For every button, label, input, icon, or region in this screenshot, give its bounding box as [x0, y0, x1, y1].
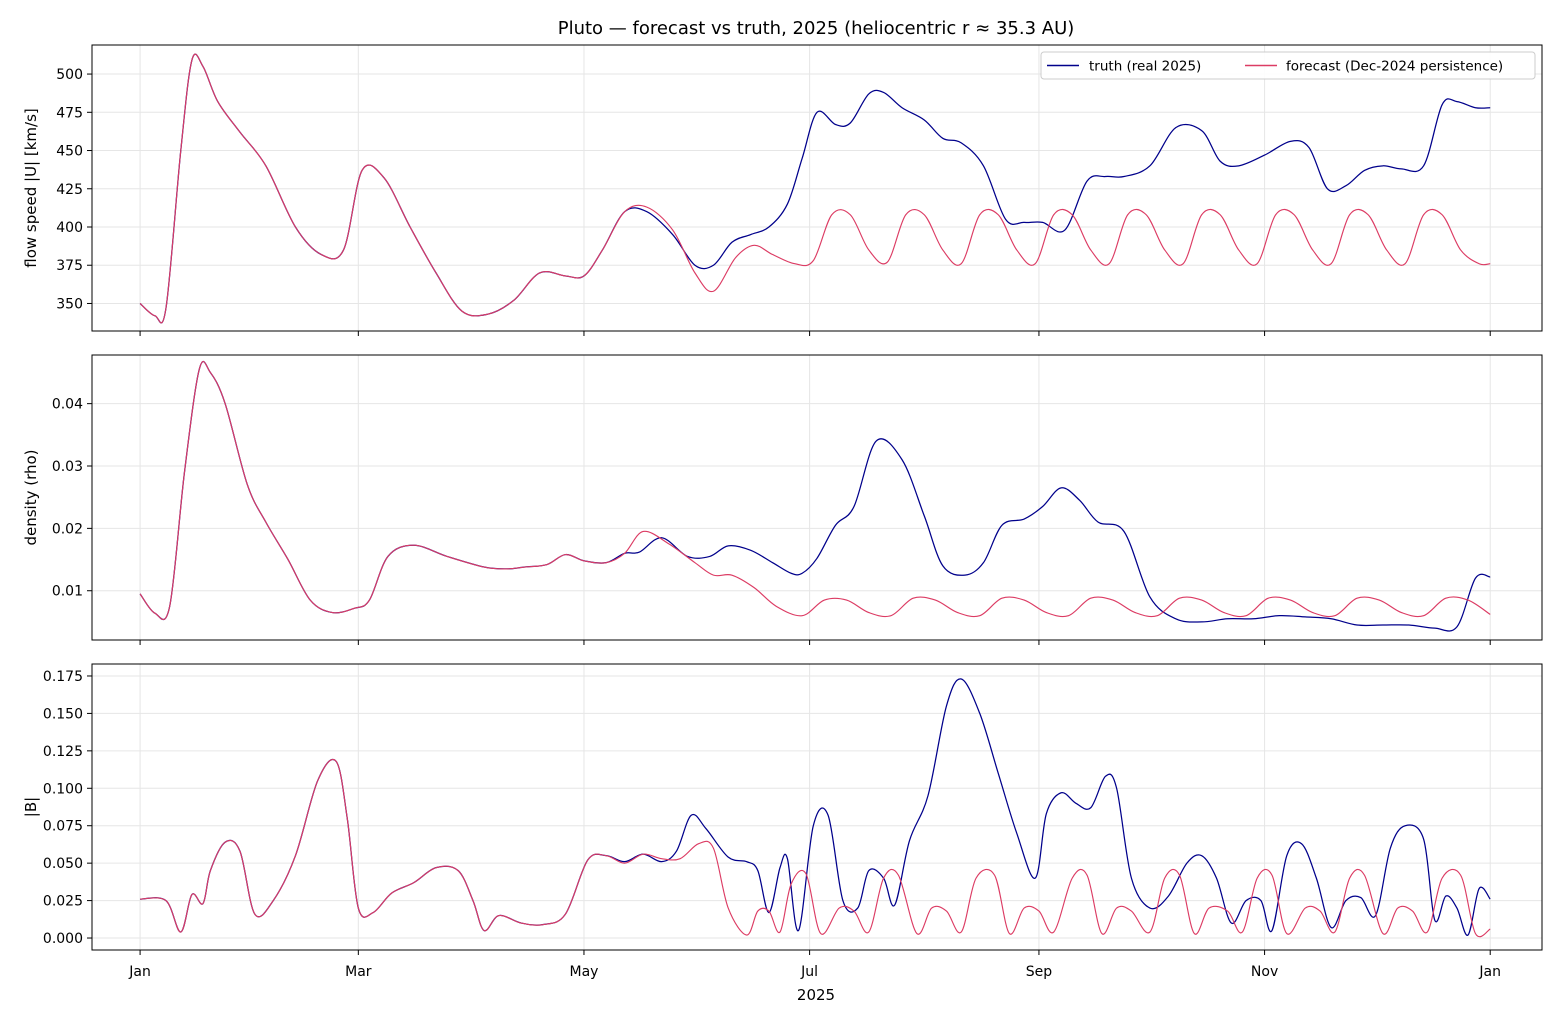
panels: 350 375 400 425 450 475 500 flow speed |U| [km/… — [22, 44, 1543, 980]
y-tick-label: 450 — [56, 144, 83, 160]
y-axis-label: |B| — [22, 797, 40, 817]
panel-frame — [91, 663, 1543, 951]
y-tick-label: 500 — [56, 67, 83, 83]
x-axis-label: 2025 — [797, 986, 835, 1004]
y-tick-label: 0.150 — [43, 706, 83, 722]
y-tick-label: 0.175 — [43, 669, 83, 685]
y-tick-label: 0.075 — [43, 819, 83, 835]
x-tick-label: Nov — [1251, 964, 1278, 980]
y-tick-label: 0.050 — [43, 856, 83, 872]
y-tick-label: 400 — [56, 220, 83, 236]
y-tick-label: 375 — [56, 258, 83, 274]
y-tick-label: 0.100 — [43, 781, 83, 797]
y-tick-label: 425 — [56, 182, 83, 198]
y-tick-label: 0.01 — [52, 584, 83, 600]
y-tick-label: 0.000 — [43, 931, 83, 947]
panel-frame — [91, 44, 1543, 332]
series-line-forecast — [139, 53, 1491, 324]
legend-label: truth (real 2025) — [1089, 59, 1201, 75]
x-tick-label: Jan — [128, 964, 151, 980]
series-line-forecast — [139, 360, 1491, 620]
panel-speed: 350 375 400 425 450 475 500 flow speed |U| [km/… — [22, 44, 1543, 336]
x-tick-label: May — [569, 964, 598, 980]
y-tick-label: 475 — [56, 105, 83, 121]
y-tick-label: 350 — [56, 296, 83, 312]
panel-density: 0.01 0.02 0.03 0.04 density (rho) — [22, 354, 1543, 645]
y-tick-label: 0.02 — [52, 521, 83, 537]
legend-box — [1040, 51, 1536, 80]
legend: truth (real 2025) forecast (Dec-2024 pers… — [1040, 51, 1536, 80]
x-tick-label: Sep — [1026, 964, 1053, 980]
panel-frame — [91, 354, 1543, 641]
figure-title: Pluto — forecast vs truth, 2025 (helioce… — [558, 18, 1075, 39]
y-tick-label: 0.04 — [52, 397, 83, 413]
y-tick-label: 0.03 — [52, 459, 83, 475]
y-tick-label: 0.125 — [43, 744, 83, 760]
x-tick-label: Jan — [1478, 964, 1501, 980]
y-tick-label: 0.025 — [43, 894, 83, 910]
x-tick-label: Mar — [345, 964, 372, 980]
y-axis-label: density (rho) — [22, 449, 40, 545]
legend-label: forecast (Dec-2024 persistence) — [1286, 59, 1503, 75]
y-axis-label: flow speed |U| [km/s] — [22, 108, 40, 267]
series-line-forecast — [140, 758, 1491, 938]
x-tick-label: Jul — [800, 964, 818, 980]
panel-field: 0.000 0.025 0.050 0.075 0.100 0.125 0.150 0.175… — [22, 663, 1543, 980]
